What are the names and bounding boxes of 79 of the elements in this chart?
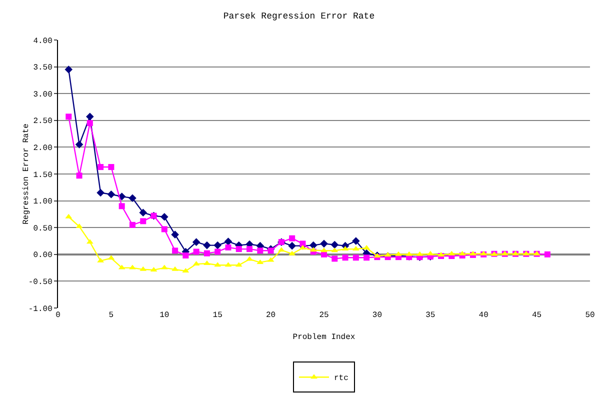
y-tick-label: 3.00 xyxy=(33,90,53,100)
x-axis-title: Problem Index xyxy=(292,333,356,342)
point xyxy=(172,266,178,271)
point xyxy=(257,248,264,254)
x-tick-label: 10 xyxy=(160,311,170,320)
point xyxy=(203,241,211,250)
y-tick-label: 2.00 xyxy=(33,144,53,153)
point xyxy=(300,240,306,247)
point xyxy=(64,66,73,74)
x-tick-label: 15 xyxy=(212,311,223,320)
point xyxy=(66,114,72,120)
point xyxy=(289,235,296,242)
point xyxy=(129,264,136,270)
y-tick-label: 2.50 xyxy=(33,117,53,126)
point xyxy=(204,250,210,256)
point xyxy=(139,208,148,216)
legend-label: rtc xyxy=(334,374,349,384)
x-tick-label: 40 xyxy=(478,311,489,320)
point xyxy=(246,246,253,252)
x-tick-label: 0 xyxy=(56,311,61,320)
point xyxy=(182,252,189,258)
point xyxy=(320,248,328,252)
point xyxy=(171,230,179,238)
point xyxy=(75,140,84,148)
point xyxy=(364,254,370,261)
x-tick-label: 5 xyxy=(108,311,114,320)
point xyxy=(438,252,444,256)
point xyxy=(309,241,318,250)
y-axis-title: Regression Error Rate xyxy=(22,123,32,224)
point xyxy=(204,260,210,266)
point xyxy=(129,222,136,228)
point xyxy=(236,246,242,252)
point xyxy=(193,248,200,255)
chart-title: Parsek Regression Error Rate xyxy=(223,11,375,22)
point xyxy=(96,188,104,197)
y-tick-label: -0.50 xyxy=(28,278,53,287)
point xyxy=(118,203,125,210)
x-tick-label: 30 xyxy=(372,311,382,320)
point xyxy=(192,238,200,246)
y-tick-label: -1.00 xyxy=(28,304,53,314)
point xyxy=(86,112,94,121)
point xyxy=(395,251,402,256)
point xyxy=(225,244,232,250)
point xyxy=(160,212,168,221)
point xyxy=(214,241,222,250)
point xyxy=(332,256,338,262)
point xyxy=(224,238,232,246)
point xyxy=(86,120,93,126)
point xyxy=(342,254,348,261)
y-tick-label: 0.00 xyxy=(33,251,53,260)
point xyxy=(330,240,339,249)
point xyxy=(352,254,359,261)
x-tick-label: 50 xyxy=(585,311,595,320)
point xyxy=(544,251,550,258)
x-tick-label: 25 xyxy=(319,311,329,320)
y-tick-label: 1.00 xyxy=(33,198,53,207)
x-tick-label: 20 xyxy=(266,311,276,320)
y-tick-label: 0.50 xyxy=(33,224,53,234)
point xyxy=(470,250,476,256)
point xyxy=(321,251,327,258)
y-tick-label: 4.00 xyxy=(33,36,53,46)
point xyxy=(320,240,328,248)
point xyxy=(107,190,116,198)
point xyxy=(128,194,136,202)
point xyxy=(214,248,221,255)
point xyxy=(352,237,360,245)
y-tick-label: 1.50 xyxy=(33,170,53,180)
y-tick-label: 3.50 xyxy=(33,64,53,73)
point xyxy=(98,164,104,170)
x-tick-label: 35 xyxy=(426,311,436,320)
x-tick-label: 45 xyxy=(532,311,542,320)
point xyxy=(140,218,146,224)
point xyxy=(172,248,178,254)
point xyxy=(76,172,82,179)
point xyxy=(108,164,114,170)
point xyxy=(268,248,274,254)
point xyxy=(246,256,253,261)
point xyxy=(288,242,296,250)
point xyxy=(161,226,168,232)
